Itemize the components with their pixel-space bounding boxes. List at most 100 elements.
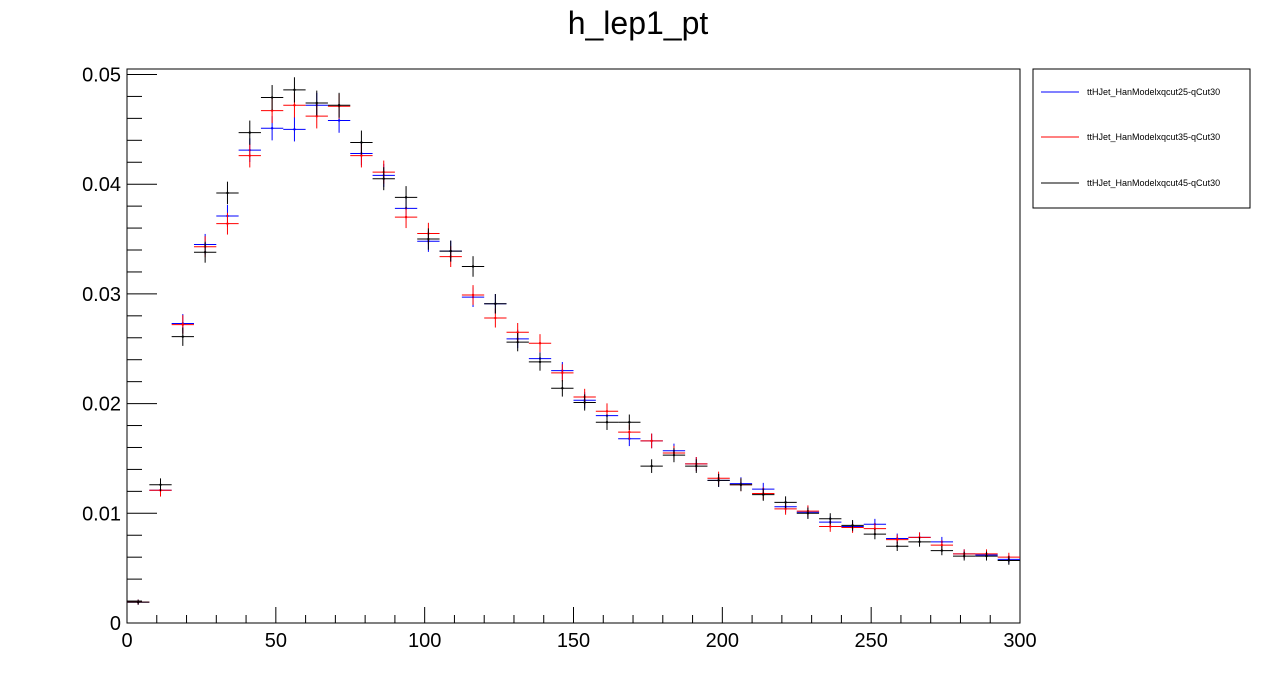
marker-dot bbox=[851, 524, 854, 527]
marker-dot bbox=[404, 215, 408, 219]
data-point bbox=[238, 120, 261, 145]
series-1 bbox=[127, 92, 1020, 605]
marker-dot bbox=[628, 421, 631, 424]
marker-dot bbox=[762, 493, 765, 496]
legend-label-3: ttHJet_HanModelxqcut45-qCut30 bbox=[1087, 178, 1220, 188]
data-point bbox=[975, 551, 998, 561]
marker-dot bbox=[873, 527, 877, 530]
marker-dot bbox=[561, 387, 564, 390]
marker-dot bbox=[270, 96, 274, 99]
x-tick-label: 200 bbox=[706, 630, 739, 652]
marker-dot bbox=[248, 131, 251, 134]
data-point bbox=[149, 478, 172, 492]
data-point bbox=[327, 92, 351, 118]
data-point bbox=[417, 228, 440, 250]
legend-label-1: ttHJet_HanModelxqcut25-qCut30 bbox=[1087, 87, 1220, 97]
data-point bbox=[506, 333, 529, 352]
marker-dot bbox=[449, 249, 452, 253]
data-point bbox=[193, 241, 217, 263]
data-point bbox=[439, 240, 462, 262]
data-point bbox=[640, 433, 663, 449]
marker-dot bbox=[516, 331, 519, 334]
data-point bbox=[595, 414, 619, 430]
marker-dot bbox=[270, 109, 274, 112]
marker-dot bbox=[382, 177, 385, 180]
marker-dot bbox=[516, 340, 519, 344]
marker-dot bbox=[628, 430, 631, 434]
y-tick-label: 0.01 bbox=[82, 503, 121, 525]
marker-dot bbox=[672, 453, 676, 457]
marker-dot bbox=[226, 191, 229, 195]
marker-dot bbox=[538, 360, 542, 364]
marker-dot bbox=[1007, 559, 1011, 562]
marker-dot bbox=[538, 342, 542, 345]
data-point bbox=[283, 77, 306, 103]
data-point bbox=[930, 545, 954, 556]
y-axis: 0 0.01 0.02 0.03 0.04 0.05 bbox=[82, 64, 157, 635]
marker-dot bbox=[829, 525, 832, 528]
data-point bbox=[551, 379, 574, 397]
data-point bbox=[350, 130, 373, 155]
data-point bbox=[841, 519, 864, 531]
data-point bbox=[640, 459, 663, 473]
marker-dot bbox=[583, 401, 586, 404]
marker-dot bbox=[203, 251, 207, 254]
marker-dot bbox=[471, 293, 475, 297]
data-point bbox=[707, 473, 730, 487]
data-point bbox=[953, 551, 976, 561]
marker-dot bbox=[650, 464, 653, 468]
marker-dot bbox=[315, 114, 318, 118]
marker-dot bbox=[940, 543, 944, 547]
data-point bbox=[216, 181, 239, 205]
data-point bbox=[685, 459, 708, 473]
marker-dot bbox=[360, 154, 363, 157]
data-point bbox=[461, 256, 485, 277]
x-tick-label: 300 bbox=[1003, 630, 1036, 652]
series-2 bbox=[127, 92, 1020, 605]
data-point bbox=[819, 513, 842, 525]
marker-dot bbox=[226, 222, 229, 225]
marker-dot bbox=[918, 540, 921, 544]
marker-dot bbox=[494, 302, 497, 305]
x-tick-label: 150 bbox=[557, 630, 590, 652]
data-point bbox=[908, 536, 931, 547]
data-point bbox=[729, 478, 753, 492]
marker-dot bbox=[159, 483, 162, 486]
data-point bbox=[461, 285, 485, 305]
data-point bbox=[886, 541, 909, 551]
series-layer bbox=[127, 77, 1020, 605]
x-tick-label: 100 bbox=[408, 630, 441, 652]
marker-dot bbox=[136, 600, 140, 604]
data-point bbox=[997, 556, 1020, 565]
marker-dot bbox=[605, 421, 609, 424]
marker-dot bbox=[962, 554, 966, 558]
marker-dot bbox=[494, 316, 497, 320]
marker-dot bbox=[337, 104, 341, 107]
marker-dot bbox=[293, 88, 296, 92]
data-point bbox=[796, 507, 820, 520]
x-tick-label: 0 bbox=[121, 630, 132, 652]
data-point bbox=[283, 117, 306, 142]
marker-dot bbox=[404, 196, 408, 199]
data-point bbox=[171, 327, 194, 346]
marker-dot bbox=[360, 141, 363, 144]
y-tick-label: 0.04 bbox=[82, 174, 121, 196]
marker-dot bbox=[605, 410, 609, 413]
marker-dot bbox=[427, 237, 430, 241]
data-point bbox=[216, 212, 239, 235]
marker-dot bbox=[695, 464, 698, 468]
data-point bbox=[752, 488, 775, 501]
series-3 bbox=[127, 77, 1020, 605]
marker-dot bbox=[181, 323, 185, 326]
marker-dot bbox=[940, 549, 944, 552]
data-point bbox=[484, 294, 507, 314]
marker-dot bbox=[561, 371, 564, 375]
data-point bbox=[618, 414, 641, 430]
marker-dot bbox=[829, 517, 832, 520]
legend: ttHJet_HanModelxqcut25-qCut30 ttHJet_HanM… bbox=[1032, 68, 1251, 209]
marker-dot bbox=[896, 545, 899, 548]
y-tick-label: 0.02 bbox=[82, 394, 121, 416]
data-point bbox=[662, 448, 686, 463]
x-tick-label: 50 bbox=[265, 630, 287, 652]
